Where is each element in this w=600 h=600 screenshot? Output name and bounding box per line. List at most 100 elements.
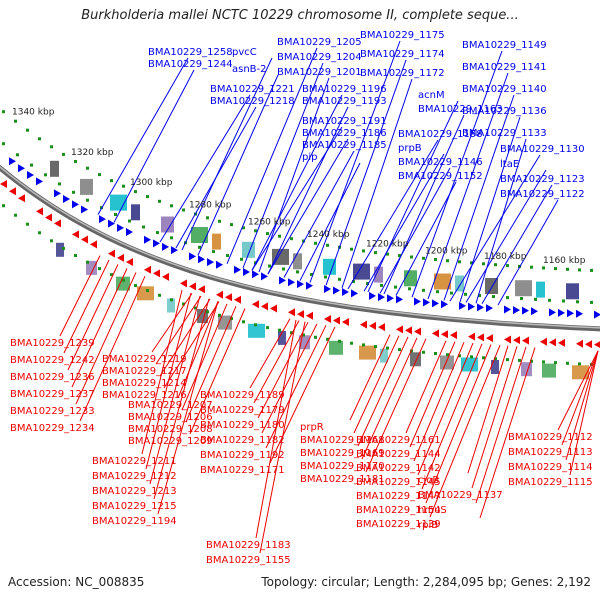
tick-dot-inner: [408, 287, 411, 291]
tick-dot-lower: [194, 306, 197, 310]
tick-dot-inner: [44, 173, 47, 177]
gene-label-plus: BMA10229_1141: [462, 62, 547, 73]
plus-strand-gene-arrow: [306, 281, 313, 290]
tick-dot-lower: [434, 352, 437, 355]
tick-dot-inner: [30, 163, 33, 167]
feature-block-lower: [440, 355, 454, 370]
gene-label-plus: BMA10229_1152: [398, 171, 483, 182]
gene-label-minus: BMA10229_1209: [128, 436, 213, 447]
minus-strand-gene-arrow: [540, 337, 547, 346]
gene-leader-minus: [145, 292, 192, 470]
feature-block-upper: [353, 263, 370, 280]
gene-leader-plus: [242, 62, 324, 269]
tick-dot-inner: [548, 298, 551, 302]
tick-dot-lower: [470, 355, 473, 359]
gene-label-minus: BMA10229_1192: [200, 450, 285, 461]
gene-leader-minus: [253, 320, 300, 404]
gene-label-plus: BMA10229_1186: [302, 128, 387, 139]
minus-strand-gene-arrow: [90, 240, 97, 249]
tick-dot-lower: [302, 333, 305, 337]
minus-strand-gene-arrow: [486, 334, 493, 343]
gene-label-plus: BMA10229_1193: [302, 96, 387, 107]
gene-label-minus: BMA10229_1144: [356, 449, 441, 460]
plus-strand-gene-arrow: [63, 194, 70, 203]
gene-leader-plus: [367, 100, 459, 293]
tick-dot-lower: [50, 239, 53, 243]
tick-dot-lower: [542, 360, 545, 364]
tick-dot-inner: [394, 285, 397, 289]
plus-strand-gene-arrow: [189, 252, 196, 261]
minus-strand-gene-arrow: [0, 180, 7, 188]
gene-leader-plus: [251, 94, 343, 271]
tick-dot-lower: [374, 345, 377, 349]
tick-dot-lower: [98, 267, 101, 271]
minus-strand-gene-arrow: [585, 340, 592, 349]
tick-dot-inner: [520, 297, 523, 300]
gene-label-minus: BMA10229_1233: [10, 406, 95, 417]
tick-dot-lower: [458, 354, 461, 358]
tick-dot-outer: [410, 255, 413, 259]
chromosome-backbone-highlight: [0, 166, 600, 329]
tick-dot-inner: [576, 300, 579, 304]
minus-strand-gene-arrow: [405, 326, 412, 335]
plus-strand-gene-arrow: [288, 278, 295, 287]
plus-strand-gene-arrow: [387, 294, 394, 303]
gene-leader-plus: [226, 47, 318, 264]
gene-label-minus: BMA10229_1236: [10, 372, 95, 383]
gene-leader-minus: [409, 341, 456, 448]
scale-label: 1180 kbp: [484, 252, 527, 262]
gene-leader-minus: [405, 340, 447, 434]
tick-dot-outer: [182, 208, 185, 212]
tick-dot-outer: [506, 264, 509, 268]
minus-strand-gene-arrow: [396, 325, 403, 334]
minus-strand-gene-arrow: [270, 304, 277, 313]
minus-strand-gene-arrow: [450, 331, 457, 340]
gene-leader-minus: [429, 345, 501, 518]
gene-label-plus: BMA10229_1130: [500, 144, 585, 155]
topology-summary: Topology: circular; Length: 2,284,095 bp…: [261, 575, 591, 589]
gene-label-plus: BMA10229_1149: [462, 40, 547, 51]
tick-dot-outer: [302, 239, 305, 243]
tick-dot-outer: [362, 249, 365, 253]
minus-strand-gene-arrow: [513, 336, 520, 345]
minus-strand-gene-arrow: [477, 333, 484, 342]
minus-strand-gene-arrow: [162, 272, 169, 281]
gene-label-plus: BMA10229_1205: [277, 37, 362, 48]
plus-strand-gene-arrow: [81, 205, 88, 214]
feature-block-upper: [131, 204, 140, 221]
plus-strand-gene-arrow: [423, 298, 430, 307]
tick-dot-inner: [380, 283, 383, 287]
gene-leader-minus: [479, 347, 536, 519]
minus-strand-gene-arrow: [180, 279, 187, 288]
tick-dot-inner: [156, 231, 159, 235]
gene-leader-minus: [259, 321, 306, 554]
gene-label-plus: ltaE: [500, 159, 519, 170]
plus-strand-gene-arrow: [594, 310, 600, 319]
tick-dot-outer: [26, 128, 29, 132]
gene-leader-minus: [413, 342, 465, 462]
tick-dot-lower: [518, 358, 521, 362]
gene-leader-plus: [443, 94, 515, 301]
gene-leader-plus: [159, 94, 251, 243]
plus-strand-gene-arrow: [342, 287, 349, 296]
gene-label-plus: BMA10229_1244: [148, 59, 233, 70]
tick-dot-outer: [398, 254, 401, 258]
feature-block-upper: [455, 275, 464, 292]
minus-strand-gene-arrow: [441, 330, 448, 339]
plus-strand-gene-arrow: [486, 304, 493, 313]
minus-strand-gene-arrow: [252, 300, 259, 309]
scale-label: 1280 kbp: [189, 200, 232, 210]
gene-leader-plus: [465, 169, 547, 303]
tick-dot-inner: [338, 277, 341, 281]
gene-leader-minus: [59, 255, 101, 337]
gene-label-plus: BMA10229_1218: [210, 96, 295, 107]
gene-label-minus: BMA10229_1139: [356, 519, 441, 530]
tick-dot-outer: [434, 258, 437, 261]
tick-dot-lower: [338, 339, 341, 343]
tick-dot-outer: [74, 160, 77, 163]
plus-strand-gene-arrow: [117, 223, 124, 232]
feature-block-lower: [116, 276, 130, 291]
gene-label-plus: pip: [302, 152, 317, 163]
plus-strand-gene-arrow: [351, 289, 358, 298]
